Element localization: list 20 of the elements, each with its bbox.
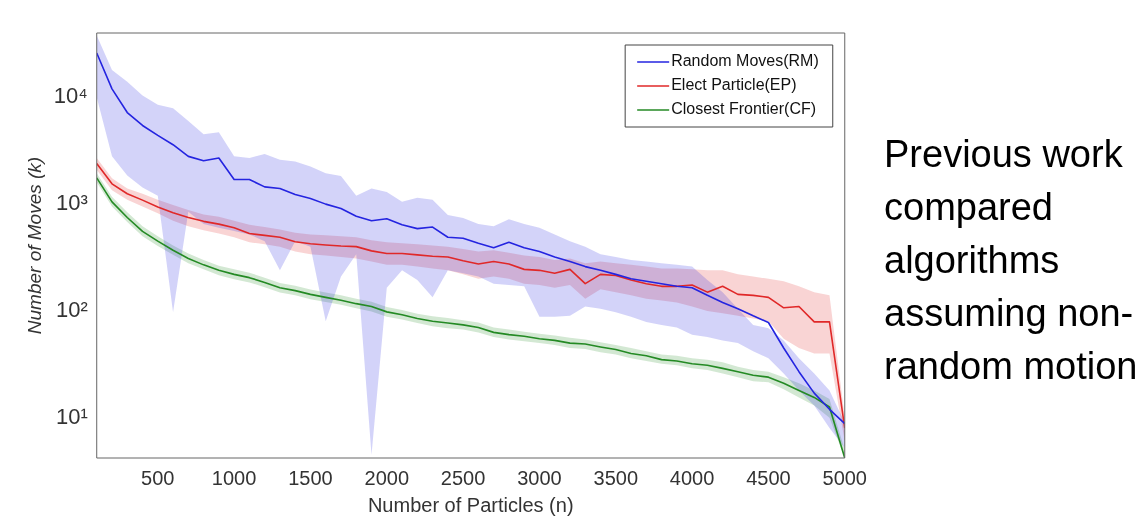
y-tick-label: 10³ — [55, 190, 88, 216]
text: Previous work compared algorithms assuming non-random motion — [884, 132, 1139, 389]
x-tick-label: 3000 — [517, 466, 562, 489]
y-tick-label: 10⁴ — [53, 83, 88, 109]
x-tick-label: 2500 — [440, 466, 486, 489]
x-tick-label: 1000 — [211, 466, 257, 489]
x-axis-title: Number of Particles (n) — [367, 493, 574, 516]
x-tick-label: 4000 — [669, 466, 715, 489]
legend-label: Closest Frontier(CF) — [671, 100, 817, 118]
x-tick-label: 2000 — [364, 466, 410, 489]
y-tick-label: 10¹ — [55, 403, 88, 429]
x-tick-label: 1500 — [288, 466, 333, 489]
legend-label: Elect Particle(EP) — [671, 76, 797, 94]
legend-label: Random Moves(RM) — [671, 52, 819, 70]
x-tick-label: 3500 — [593, 466, 639, 489]
x-tick-label: 500 — [141, 466, 175, 489]
y-tick-label: 10² — [55, 297, 88, 322]
y-axis-title: Number of Moves (k) — [23, 156, 45, 335]
x-tick-label: 5000 — [822, 466, 867, 489]
x-tick-label: 4500 — [746, 466, 791, 489]
